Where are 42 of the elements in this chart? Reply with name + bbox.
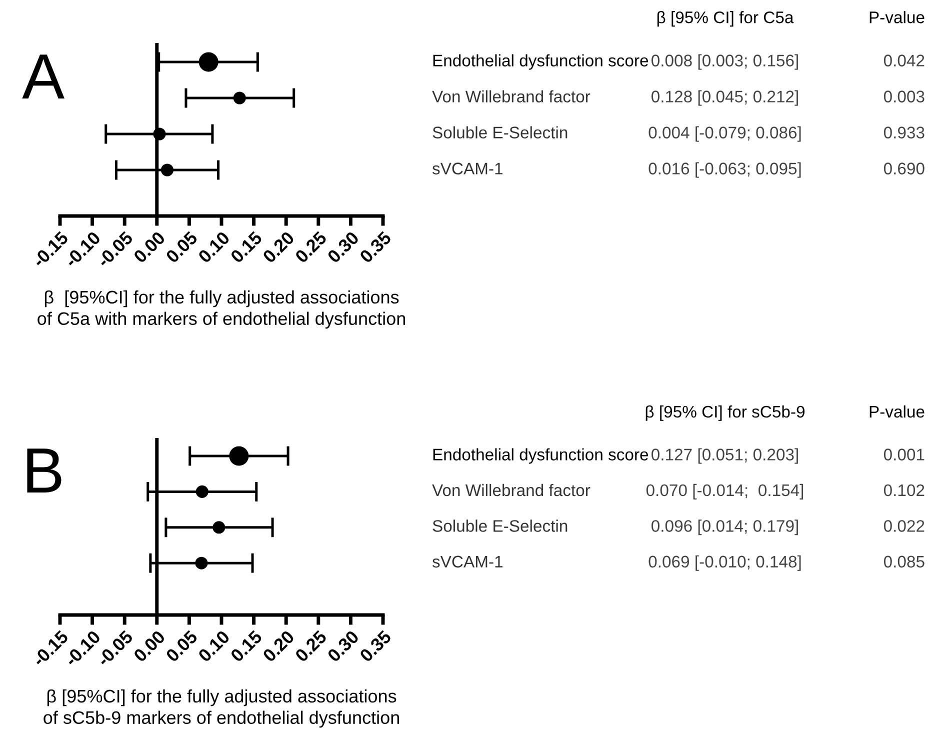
data-label: 0.004 [-0.079; 0.086]: [648, 126, 801, 142]
data-label: 0.127 [0.051; 0.203]: [652, 448, 798, 464]
x-tick-label: 0.25: [294, 230, 328, 264]
text: 0.022: [884, 520, 924, 532]
text: 0.042: [884, 54, 924, 66]
text: 0.001: [884, 448, 924, 460]
y-tick-label: Endothelial dysfunction score: [433, 448, 648, 464]
x-tick-label: 0.00: [132, 630, 166, 663]
x-tick-label: 0.25: [294, 630, 328, 663]
y-tick-label: Endothelial dysfunction score: [433, 54, 648, 70]
text: P-value: [870, 405, 924, 418]
data-label: 0.128 [0.045; 0.212]: [652, 90, 798, 106]
y-tick-label: Soluble E-Selectin: [432, 520, 568, 532]
y-tick-label: sVCAM-1: [432, 162, 502, 174]
text: 0.690: [884, 162, 924, 174]
x-axis-title: β [95%CI] for the fully adjusted associations of C5a with markers of endothelial dysfunction: [38, 290, 406, 329]
x-tick-label: 0.30: [326, 630, 360, 663]
x-tick-label: 0.20: [262, 630, 295, 663]
y-tick-label: Von Willebrand factor: [432, 484, 590, 496]
y-tick-label: sVCAM-1: [432, 556, 502, 568]
text: 0.933: [884, 126, 924, 138]
x-tick-label: 0.30: [326, 230, 360, 264]
y-tick-label: Von Willebrand factor: [432, 90, 590, 102]
chart-title: B: [27, 448, 62, 493]
data-label: 0.016 [-0.063; 0.095]: [648, 162, 801, 178]
x-tick-label: 0.20: [262, 230, 295, 264]
text: 0.085: [884, 556, 924, 568]
chart-title: A: [22, 54, 64, 99]
data-label: 0.069 [-0.010; 0.148]: [648, 555, 801, 571]
x-tick-label: 0.10: [197, 630, 230, 663]
x-axis-title: β [95%CI] for the fully adjusted associations of sC5b-9 markers of endothelial dysfunction: [44, 689, 399, 728]
x-tick-label: 0.10: [197, 230, 230, 264]
data-label: 0.070 [-0.014; 0.154]: [646, 484, 804, 500]
text: 0.003: [884, 90, 924, 102]
y-tick-label: Soluble E-Selectin: [432, 126, 568, 138]
x-tick-label: 0.00: [132, 230, 166, 264]
text: 0.102: [884, 484, 924, 496]
text: β [95% CI] for sC5b-9: [646, 405, 804, 421]
text: β [95% CI] for C5a: [657, 11, 794, 27]
text: 0.008 [0.003; 0.156]: [652, 54, 798, 70]
data-label: 0.096 [0.014; 0.179]: [652, 520, 798, 536]
text: P-value: [870, 11, 924, 24]
